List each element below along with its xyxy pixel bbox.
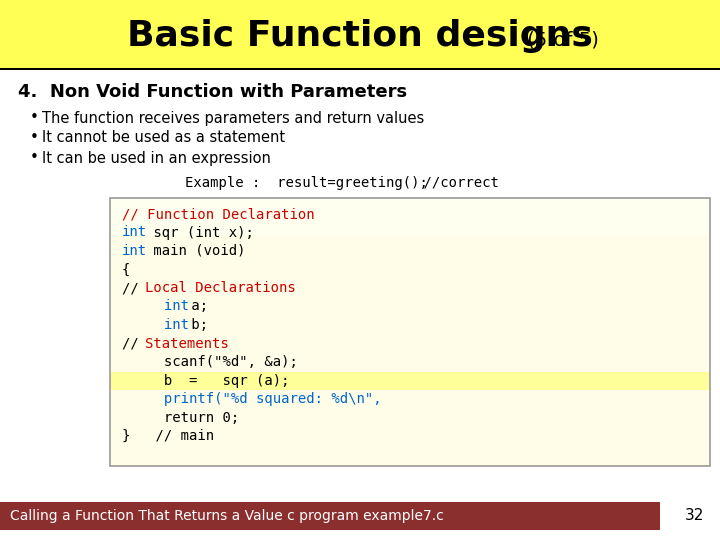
Text: {: { [122,262,130,276]
Text: }   // main: } // main [122,429,214,443]
Bar [0,502,660,530]
Text: •: • [30,151,39,165]
Text: 4.  Non Void Function with Parameters: 4. Non Void Function with Parameters [18,83,407,101]
Bar [111,199,709,235]
Text: scanf("%d", &a);: scanf("%d", &a); [122,355,298,369]
Text: Basic Function designs: Basic Function designs [127,19,593,53]
Text: Example :  result=greeting();: Example : result=greeting(); [185,176,428,190]
Text: printf("%d squared: %d\n",: printf("%d squared: %d\n", [122,392,382,406]
Text: return 0;: return 0; [122,410,239,424]
Bar [111,372,709,390]
Text: It can be used in an expression: It can be used in an expression [42,151,271,165]
Text: // Function Declaration: // Function Declaration [122,207,315,221]
Text: main (void): main (void) [145,244,246,258]
Text: b;: b; [183,318,208,332]
Bar [0,0,720,68]
Text: (5 of 5): (5 of 5) [521,30,599,50]
Text: Calling a Function That Returns a Value c program example7.c: Calling a Function That Returns a Value … [10,509,444,523]
Text: It cannot be used as a statement: It cannot be used as a statement [42,131,285,145]
Text: //correct: //correct [390,176,499,190]
Text: a;: a; [183,300,208,314]
Text: The function receives parameters and return values: The function receives parameters and ret… [42,111,424,125]
Text: Local Declarations: Local Declarations [145,281,295,295]
Text: •: • [30,131,39,145]
Text: //: // [122,336,147,350]
Text: int: int [122,300,189,314]
Text: 32: 32 [685,509,705,523]
Text: //: // [122,281,147,295]
Text: int: int [122,318,189,332]
Text: b  =   sqr (a);: b = sqr (a); [122,374,289,388]
Bar [110,198,710,466]
Text: int: int [122,244,147,258]
Text: int: int [122,226,147,240]
Text: Statements: Statements [145,336,228,350]
Text: sqr (int x);: sqr (int x); [145,226,253,240]
Text: •: • [30,111,39,125]
Bar [0,68,720,70]
